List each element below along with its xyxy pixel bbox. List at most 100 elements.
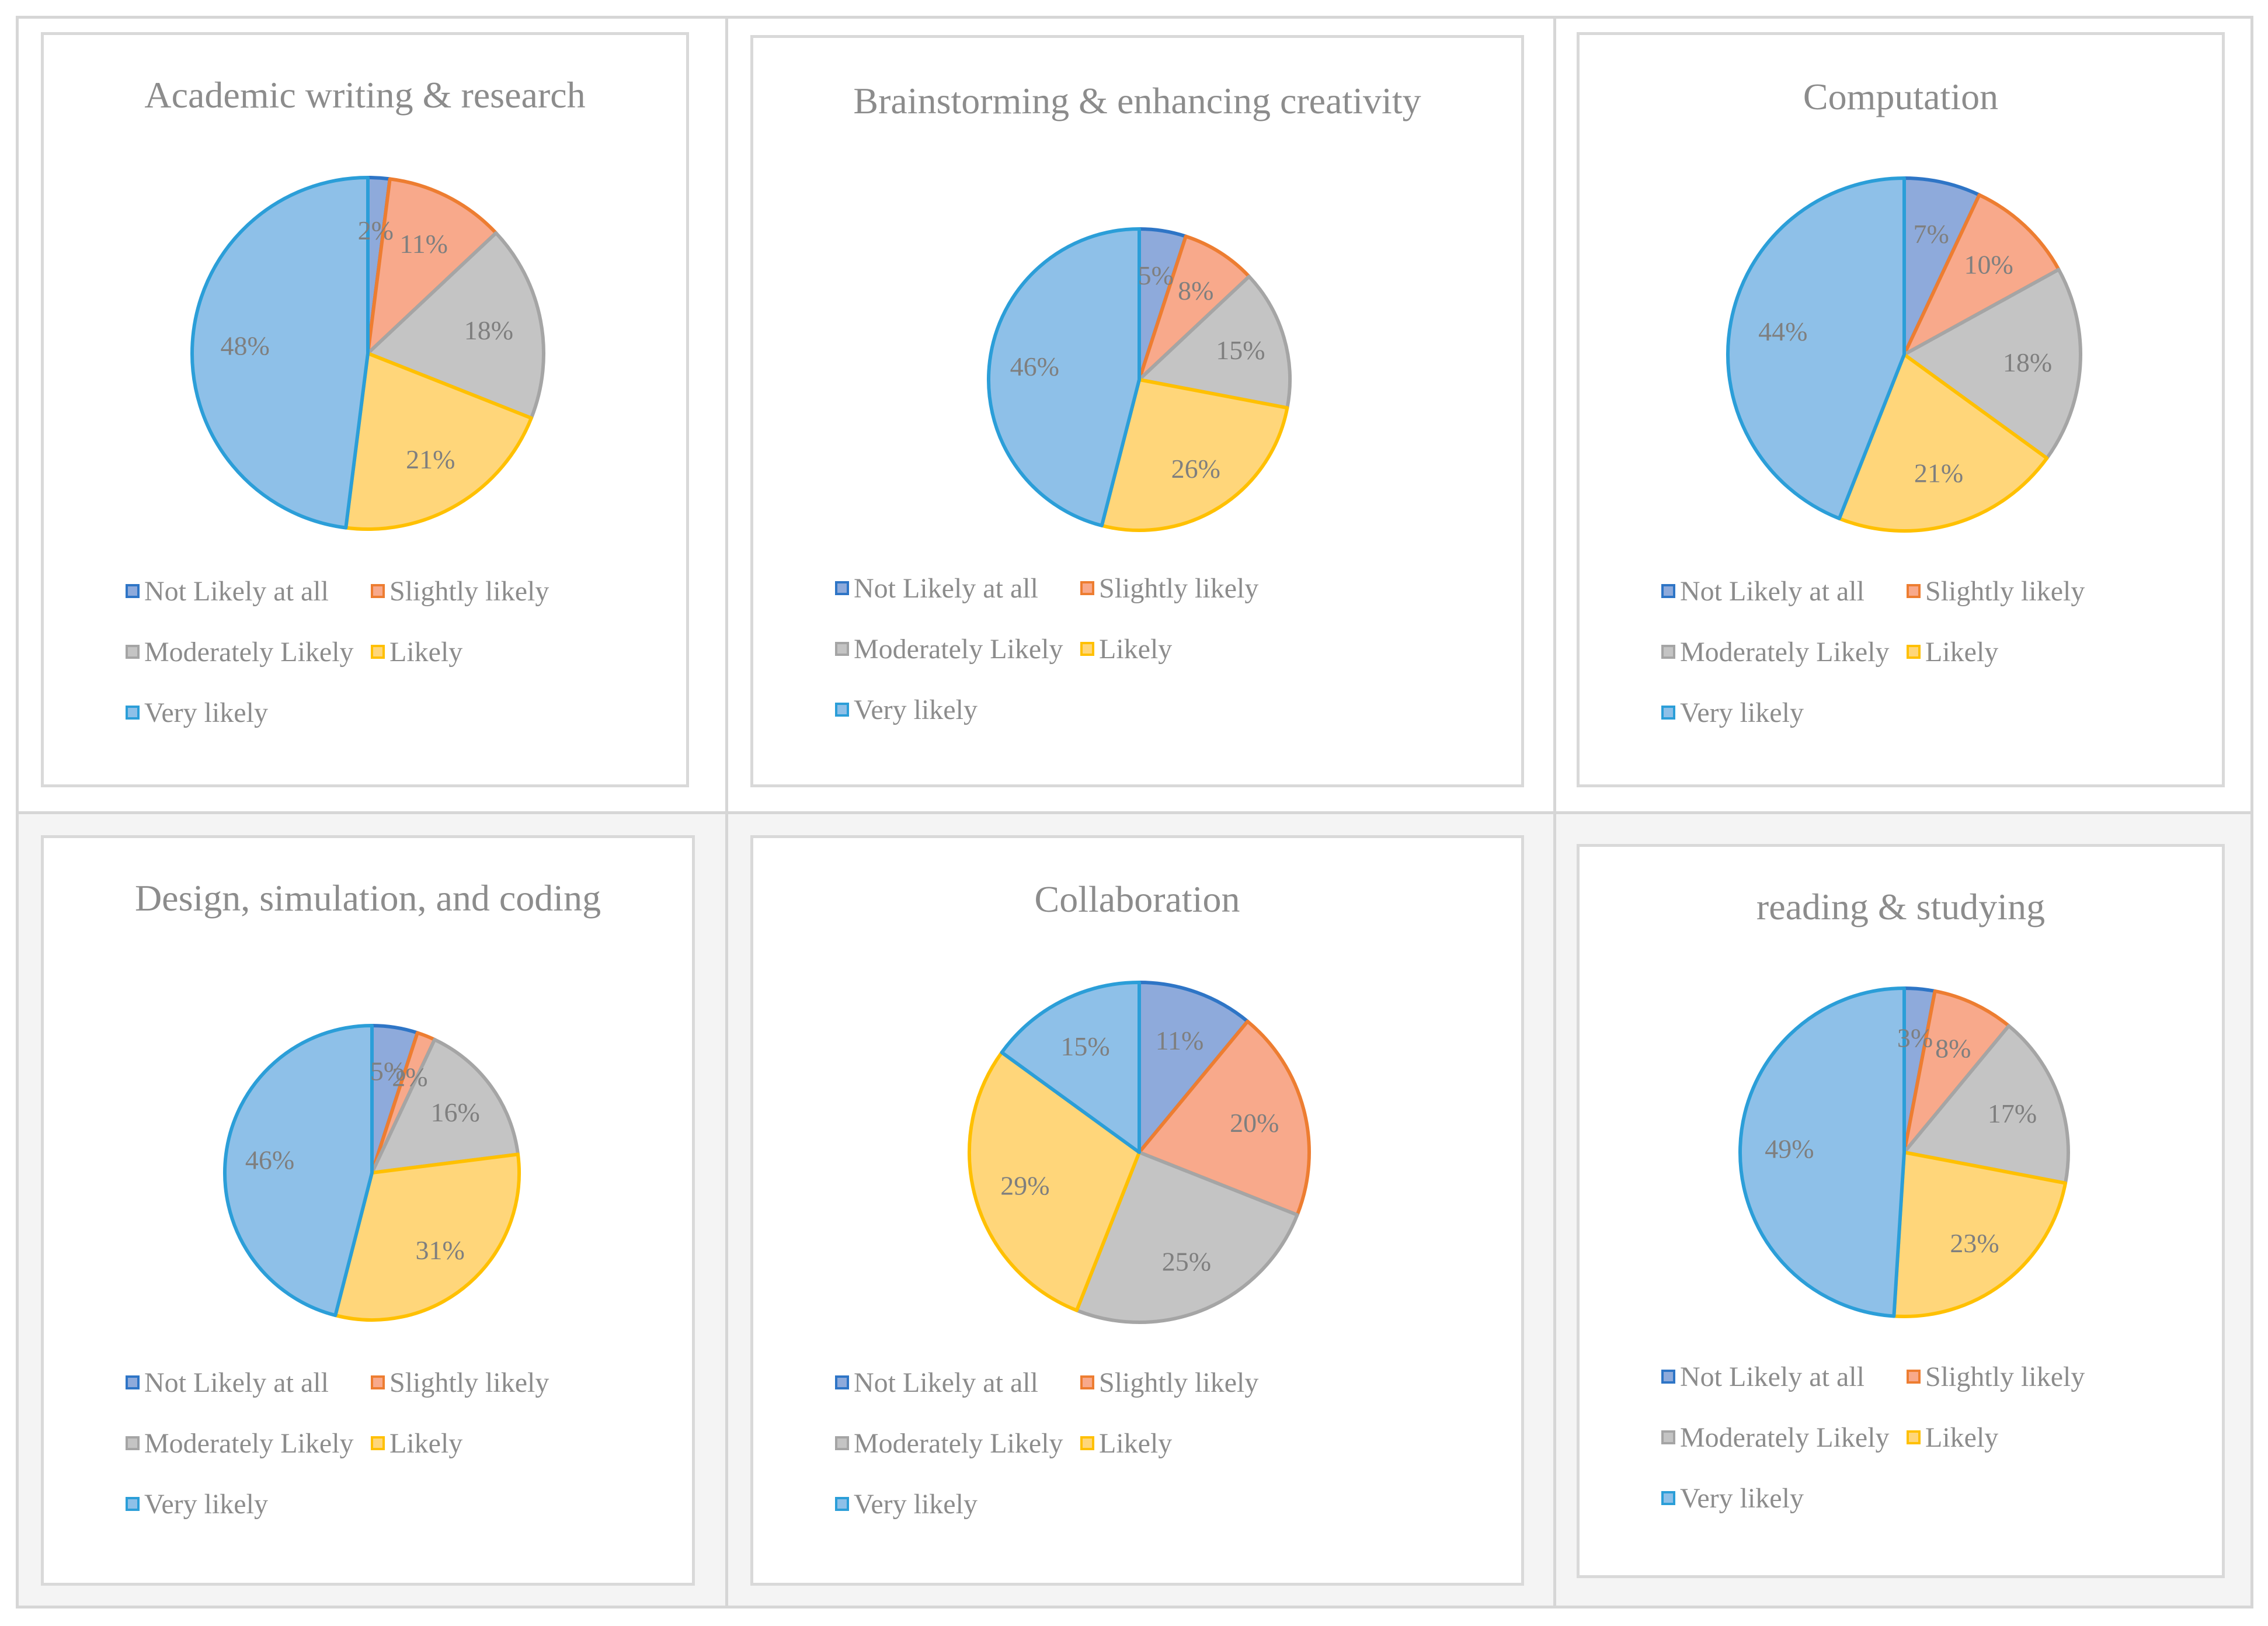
data-label: 5%	[1138, 260, 1174, 290]
legend-swatch	[1080, 1436, 1094, 1450]
data-label: 18%	[2003, 348, 2052, 377]
legend-swatch	[1080, 1375, 1094, 1389]
legend-swatch	[1907, 584, 1921, 598]
legend-label: Slightly likely	[1099, 1367, 1259, 1398]
legend-swatch	[835, 1375, 849, 1389]
legend-item-not-likely-at-all: Not Likely at all	[835, 572, 1080, 604]
chart-legend: Not Likely at all Slightly likely Moderate…	[835, 1352, 1419, 1534]
legend-item-likely: Likely	[1080, 633, 1172, 665]
legend-swatch	[1907, 1370, 1921, 1384]
chart-panel-collaboration: Collaboration 11% 20% 25% 29% 15% Not Likely a…	[750, 835, 1524, 1586]
data-label: 21%	[406, 444, 455, 474]
legend-label: Very likely	[1680, 697, 1804, 728]
pie-slice-moderately-likely	[1902, 267, 2082, 460]
legend-item-moderately-likely: Moderately Likely	[835, 633, 1080, 665]
data-label: 23%	[1950, 1228, 1999, 1258]
legend-item-slightly-likely: Slightly likely	[1907, 575, 2085, 607]
data-label: 44%	[1758, 317, 1807, 346]
legend-swatch	[835, 581, 849, 595]
legend-item-moderately-likely: Moderately Likely	[126, 1427, 371, 1460]
chart-title: reading & studying	[1756, 886, 2046, 927]
chart-title: Brainstorming & enhancing creativity	[853, 80, 1421, 121]
data-label: 46%	[245, 1145, 294, 1175]
chart-panel-brainstorming-and-enhancing-creativity: Brainstorming & enhancing creativity 5% 8%…	[750, 35, 1524, 787]
legend-item-not-likely-at-all: Not Likely at all	[126, 575, 371, 607]
data-label: 2%	[358, 216, 394, 245]
legend-label: Moderately Likely	[854, 633, 1063, 665]
grid-divider	[19, 811, 2250, 814]
legend-item-not-likely-at-all: Not Likely at all	[126, 1367, 371, 1399]
pie-slice-moderately-likely	[370, 1037, 520, 1175]
legend-item-very-likely: Very likely	[835, 1488, 978, 1520]
legend-item-slightly-likely: Slightly likely	[371, 1367, 549, 1399]
legend-label: Likely	[1099, 633, 1173, 665]
legend-item-likely: Likely	[1080, 1427, 1172, 1460]
legend-swatch	[1907, 1430, 1921, 1444]
legend-label: Likely	[1925, 636, 1999, 668]
legend-item-very-likely: Very likely	[835, 694, 978, 726]
legend-item-very-likely: Very likely	[1661, 697, 1804, 729]
legend-item-very-likely: Very likely	[126, 697, 268, 729]
legend-item-likely: Likely	[1907, 1422, 1998, 1454]
legend-swatch	[1661, 1430, 1675, 1444]
legend-swatch	[126, 1375, 140, 1389]
legend-swatch	[371, 584, 385, 598]
legend-swatch	[835, 1497, 849, 1511]
legend-swatch	[126, 645, 140, 659]
legend-label: Likely	[1099, 1427, 1173, 1459]
legend-label: Likely	[389, 636, 463, 668]
pie-slice-slightly-likely	[1138, 234, 1251, 381]
pie-slice-not-likely-at-all	[1138, 981, 1250, 1154]
legend-item-slightly-likely: Slightly likely	[1080, 572, 1258, 604]
legend-label: Not Likely at all	[144, 1367, 329, 1398]
legend-swatch	[126, 1436, 140, 1450]
chart-title: Computation	[1803, 76, 1999, 117]
legend-item-likely: Likely	[371, 1427, 462, 1460]
pie-chart: 3% 8% 17% 23% 49%	[1738, 986, 2070, 1318]
data-label: 16%	[431, 1097, 480, 1127]
chart-legend: Not Likely at all Slightly likely Moderate…	[1661, 1346, 2245, 1528]
pie-slice-moderately-likely	[366, 231, 545, 420]
chart-panel-computation: Computation 7% 10% 18% 21% 44% Not Likely at a…	[1577, 32, 2225, 787]
legend-swatch	[1080, 642, 1094, 656]
pie-slice-very-likely	[190, 176, 370, 530]
pie-chart: 11% 20% 25% 29% 15%	[968, 981, 1311, 1324]
legend-swatch	[1661, 1491, 1675, 1505]
data-label: 7%	[1913, 219, 1949, 249]
pie-slice-likely	[344, 352, 533, 531]
legend-item-moderately-likely: Moderately Likely	[1661, 636, 1907, 668]
chart-legend: Not Likely at all Slightly likely Moderate…	[835, 558, 1419, 740]
legend-label: Not Likely at all	[854, 1367, 1038, 1398]
pie-slice-likely	[1100, 378, 1289, 532]
data-label: 46%	[1010, 352, 1059, 381]
legend-label: Likely	[389, 1427, 463, 1459]
legend-swatch	[1661, 706, 1675, 720]
data-label: 18%	[464, 315, 513, 345]
legend-item-slightly-likely: Slightly likely	[1080, 1367, 1258, 1399]
chart-title: Collaboration	[1034, 878, 1240, 920]
legend-item-not-likely-at-all: Not Likely at all	[1661, 575, 1907, 607]
legend-swatch	[835, 642, 849, 656]
pie-slice-slightly-likely	[1138, 1019, 1311, 1217]
data-label: 48%	[221, 331, 270, 360]
pie-slice-moderately-likely	[1074, 1151, 1299, 1324]
legend-label: Very likely	[1680, 1482, 1804, 1514]
pie-chart: 2% 11% 18% 21% 48%	[190, 176, 545, 531]
data-label: 21%	[1914, 458, 1963, 488]
legend-item-very-likely: Very likely	[1661, 1482, 1804, 1514]
data-label: 26%	[1171, 454, 1220, 484]
data-label: 15%	[1060, 1031, 1109, 1061]
legend-label: Moderately Likely	[144, 1427, 354, 1459]
chart-title: Academic writing & research	[144, 74, 586, 116]
legend-item-moderately-likely: Moderately Likely	[835, 1427, 1080, 1460]
pie-slice-very-likely	[1738, 986, 1906, 1318]
legend-label: Moderately Likely	[1680, 636, 1890, 668]
pie-slice-not-likely-at-all	[1902, 176, 1981, 356]
legend-swatch	[1907, 645, 1921, 659]
legend-label: Very likely	[854, 694, 978, 725]
pie-chart: 5%2%16% 31% 46%	[223, 1024, 521, 1322]
legend-label: Slightly likely	[1925, 1361, 2085, 1392]
legend-item-slightly-likely: Slightly likely	[371, 575, 549, 607]
data-label: 31%	[415, 1235, 464, 1265]
data-label: 17%	[1988, 1099, 2037, 1128]
